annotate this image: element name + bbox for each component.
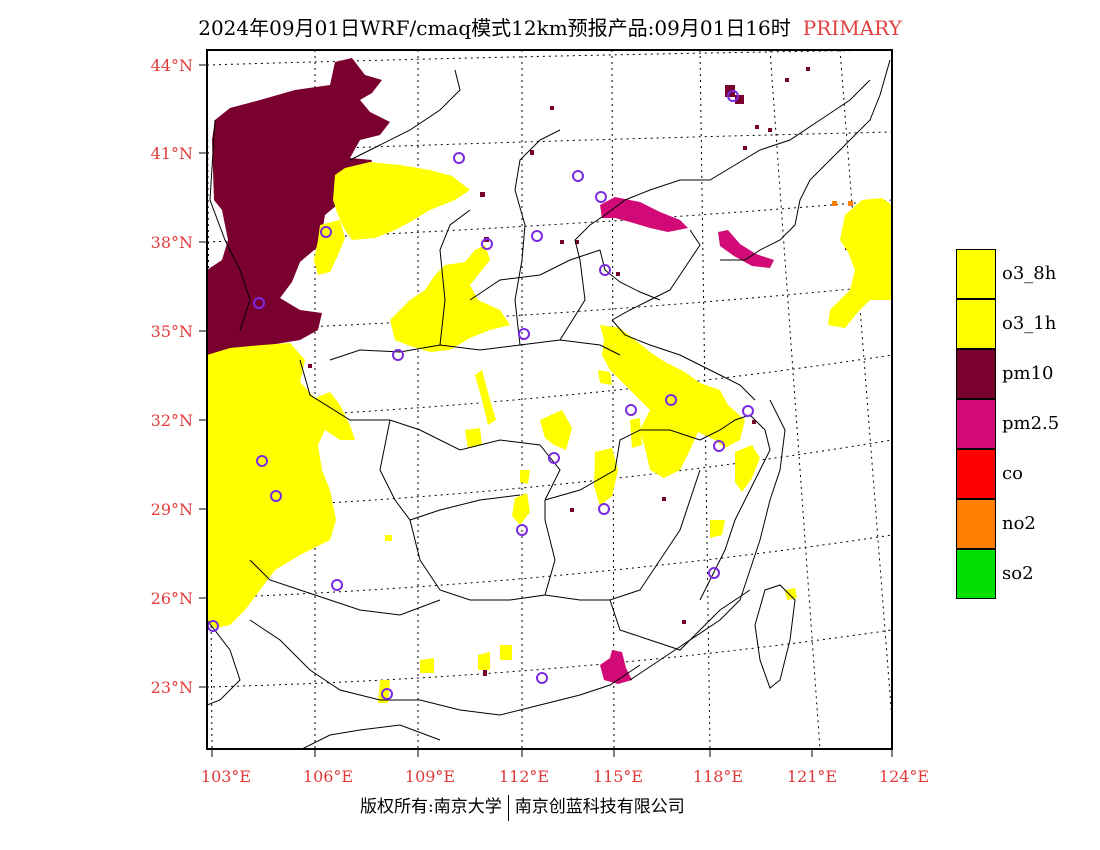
- legend-label: no2: [1002, 513, 1036, 534]
- footer-right: 南京创蓝科技有限公司: [514, 797, 685, 817]
- lat-label: 26°N: [151, 589, 193, 608]
- legend: o3_8h o3_1h pm10 pm2.5 co no2 so2: [956, 249, 1074, 599]
- legend-item-o3-1h: o3_1h: [956, 299, 1074, 349]
- o3-layer: [207, 162, 892, 703]
- boundaries: [207, 59, 891, 749]
- legend-label: so2: [1002, 563, 1034, 584]
- legend-swatch: [956, 349, 996, 399]
- legend-swatch: [956, 549, 996, 599]
- legend-label: pm2.5: [1002, 413, 1060, 434]
- legend-item-co: co: [956, 449, 1074, 499]
- map-area: [207, 50, 892, 749]
- lat-label: 32°N: [151, 411, 193, 430]
- legend-swatch: [956, 499, 996, 549]
- legend-item-o3-8h: o3_8h: [956, 249, 1074, 299]
- footer-left: 版权所有:南京大学: [360, 797, 502, 817]
- lon-label: 103°E: [201, 767, 251, 786]
- legend-item-pm10: pm10: [956, 349, 1074, 399]
- lon-labels: 103°E 106°E 109°E 112°E 115°E 118°E 121°…: [201, 767, 929, 786]
- lon-label: 106°E: [303, 767, 353, 786]
- legend-swatch: [956, 399, 996, 449]
- lat-labels: 44°N 41°N 38°N 35°N 32°N 29°N 26°N 23°N: [151, 56, 193, 697]
- legend-label: o3_8h: [1002, 263, 1057, 284]
- lon-label: 121°E: [787, 767, 837, 786]
- monitoring-stations: [207, 90, 754, 700]
- footer-separator: [507, 794, 509, 821]
- lon-label: 115°E: [593, 767, 643, 786]
- lon-ticks: [211, 749, 893, 757]
- lat-label: 29°N: [151, 500, 193, 519]
- legend-label: o3_1h: [1002, 313, 1057, 334]
- legend-swatch: [956, 449, 996, 499]
- legend-item-pm25: pm2.5: [956, 399, 1074, 449]
- map-title: 2024年09月01日WRF/cmaq模式12km预报产品:09月01日16时 P…: [0, 12, 1100, 41]
- lon-label: 124°E: [879, 767, 929, 786]
- title-primary-tag: PRIMARY: [802, 16, 902, 40]
- no2-layer: [832, 201, 853, 206]
- lat-ticks: [199, 64, 207, 688]
- lat-label: 23°N: [151, 678, 193, 697]
- map-frame: [206, 49, 893, 750]
- legend-item-no2: no2: [956, 499, 1074, 549]
- legend-swatch: [956, 249, 996, 299]
- copyright-footer: 版权所有:南京大学 南京创蓝科技有限公司: [360, 792, 685, 821]
- lon-label: 118°E: [693, 767, 743, 786]
- lat-label: 35°N: [151, 322, 193, 341]
- legend-label: co: [1002, 463, 1023, 484]
- lat-label: 38°N: [151, 233, 193, 252]
- legend-label: pm10: [1002, 363, 1054, 384]
- legend-swatch: [956, 299, 996, 349]
- lat-label: 44°N: [151, 56, 193, 75]
- legend-item-so2: so2: [956, 549, 1074, 599]
- lon-label: 109°E: [405, 767, 455, 786]
- lat-label: 41°N: [151, 144, 193, 163]
- title-main: 2024年09月01日WRF/cmaq模式12km预报产品:09月01日16时: [198, 16, 791, 40]
- lon-label: 112°E: [499, 767, 549, 786]
